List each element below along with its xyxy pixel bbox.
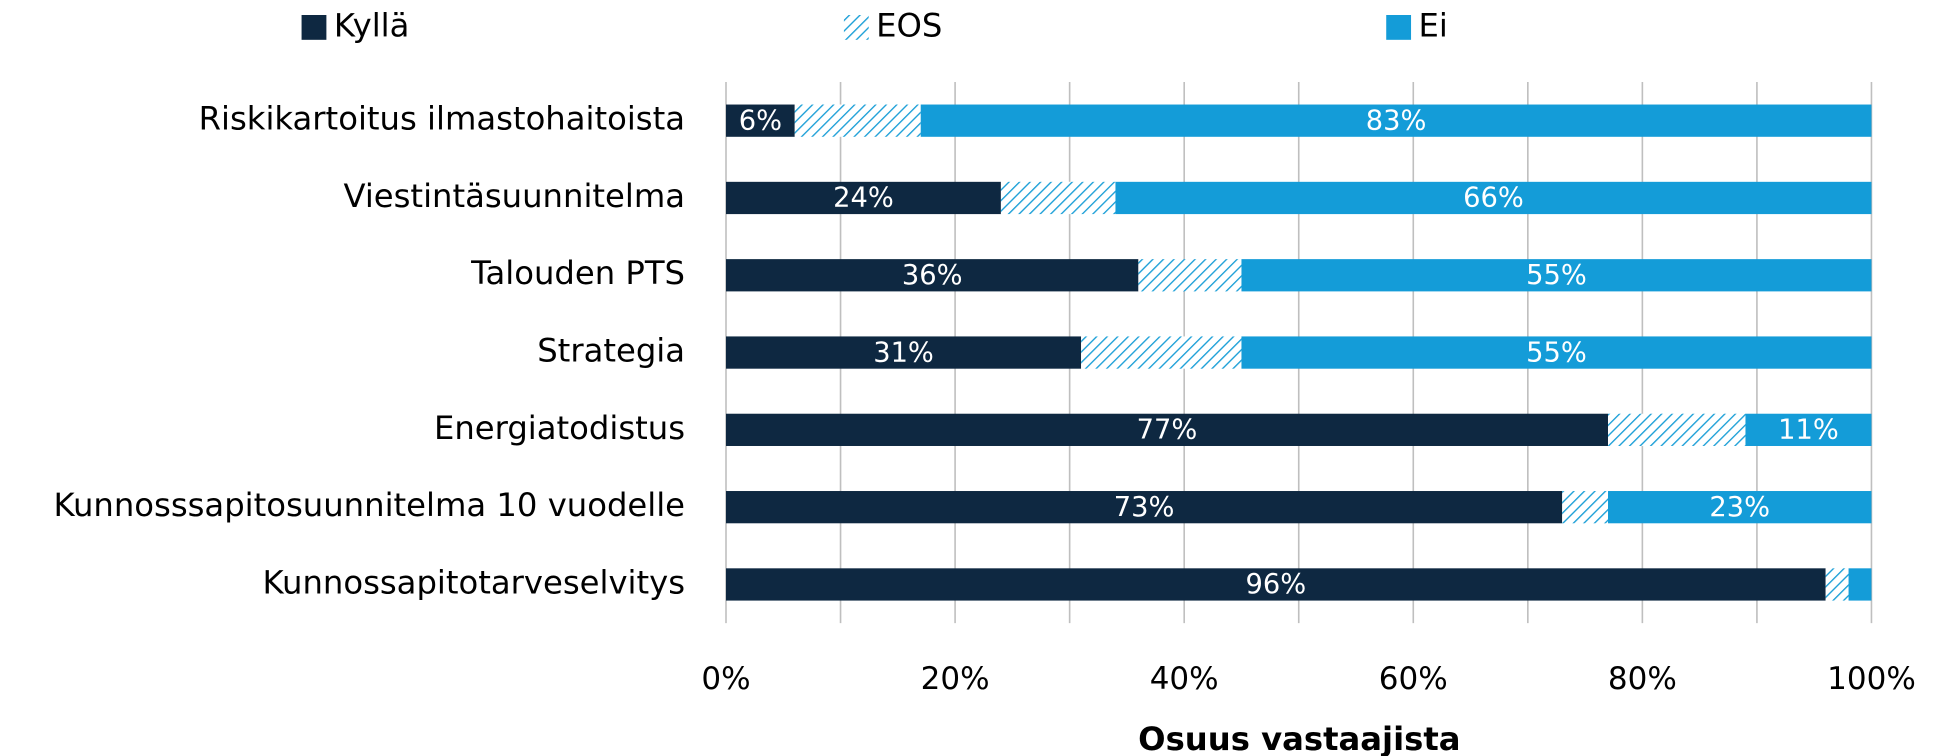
bar-segment	[1241, 259, 1872, 292]
x-tick-label: 80%	[1608, 661, 1677, 697]
bar-segment	[726, 336, 1082, 369]
y-tick-label: Kunnossapitotarveselvitys	[262, 563, 685, 601]
data-label: 83%	[1366, 105, 1427, 136]
data-label: 31%	[873, 337, 934, 368]
data-label: 24%	[833, 183, 894, 214]
bar-segment	[1000, 181, 1116, 215]
x-tick-label: 100%	[1827, 661, 1916, 697]
legend-swatch	[843, 15, 869, 40]
bar-segment	[794, 104, 921, 137]
bar-segment	[726, 568, 1826, 601]
data-label: 11%	[1778, 415, 1839, 446]
legend-label: Ei	[1418, 6, 1447, 44]
y-tick-label: Talouden PTS	[470, 254, 685, 292]
bar-segment	[726, 491, 1563, 524]
bar-segment	[1608, 491, 1872, 524]
y-tick-label: Viestintäsuunnitelma	[343, 177, 685, 215]
bar-segment	[1848, 568, 1872, 601]
legend-swatch	[1386, 15, 1412, 40]
bar-segment	[1608, 413, 1746, 446]
y-tick-label: Energiatodistus	[434, 409, 685, 447]
x-tick-label: 20%	[921, 661, 990, 697]
data-label: 6%	[739, 105, 782, 136]
y-tick-label: Kunnosssapitosuunnitelma 10 vuodelle	[53, 486, 685, 524]
legend-label: Kyllä	[334, 6, 410, 44]
bar-segment	[726, 259, 1139, 292]
legend-label: EOS	[876, 6, 942, 44]
data-label: 96%	[1245, 569, 1306, 600]
y-tick-label: Riskikartoitus ilmastohaitoista	[199, 100, 685, 138]
bar-segment	[1562, 491, 1609, 524]
bar-segment	[1115, 181, 1872, 215]
bar-segment	[726, 413, 1609, 446]
data-label: 55%	[1526, 337, 1587, 368]
data-label: 77%	[1137, 415, 1198, 446]
data-label: 66%	[1463, 183, 1524, 214]
legend-swatch	[301, 15, 327, 40]
data-label: 23%	[1709, 492, 1770, 523]
x-tick-label: 60%	[1379, 661, 1448, 697]
data-label: 36%	[902, 260, 963, 291]
bar-segment	[920, 104, 1872, 137]
bar-segment	[726, 181, 1001, 215]
bar-segment	[1241, 336, 1872, 369]
x-axis-title: Osuus vastaajista	[1138, 720, 1460, 756]
bar-segment	[1745, 413, 1872, 446]
y-tick-label: Strategia	[537, 332, 685, 370]
data-label: 55%	[1526, 260, 1587, 291]
bar-segment	[726, 104, 795, 137]
data-label: 73%	[1114, 492, 1175, 523]
x-tick-label: 40%	[1150, 661, 1219, 697]
x-tick-label: 0%	[701, 661, 750, 697]
bar-segment	[1138, 259, 1242, 292]
bar-segment	[1081, 336, 1242, 369]
bar-segment	[1825, 568, 1849, 601]
